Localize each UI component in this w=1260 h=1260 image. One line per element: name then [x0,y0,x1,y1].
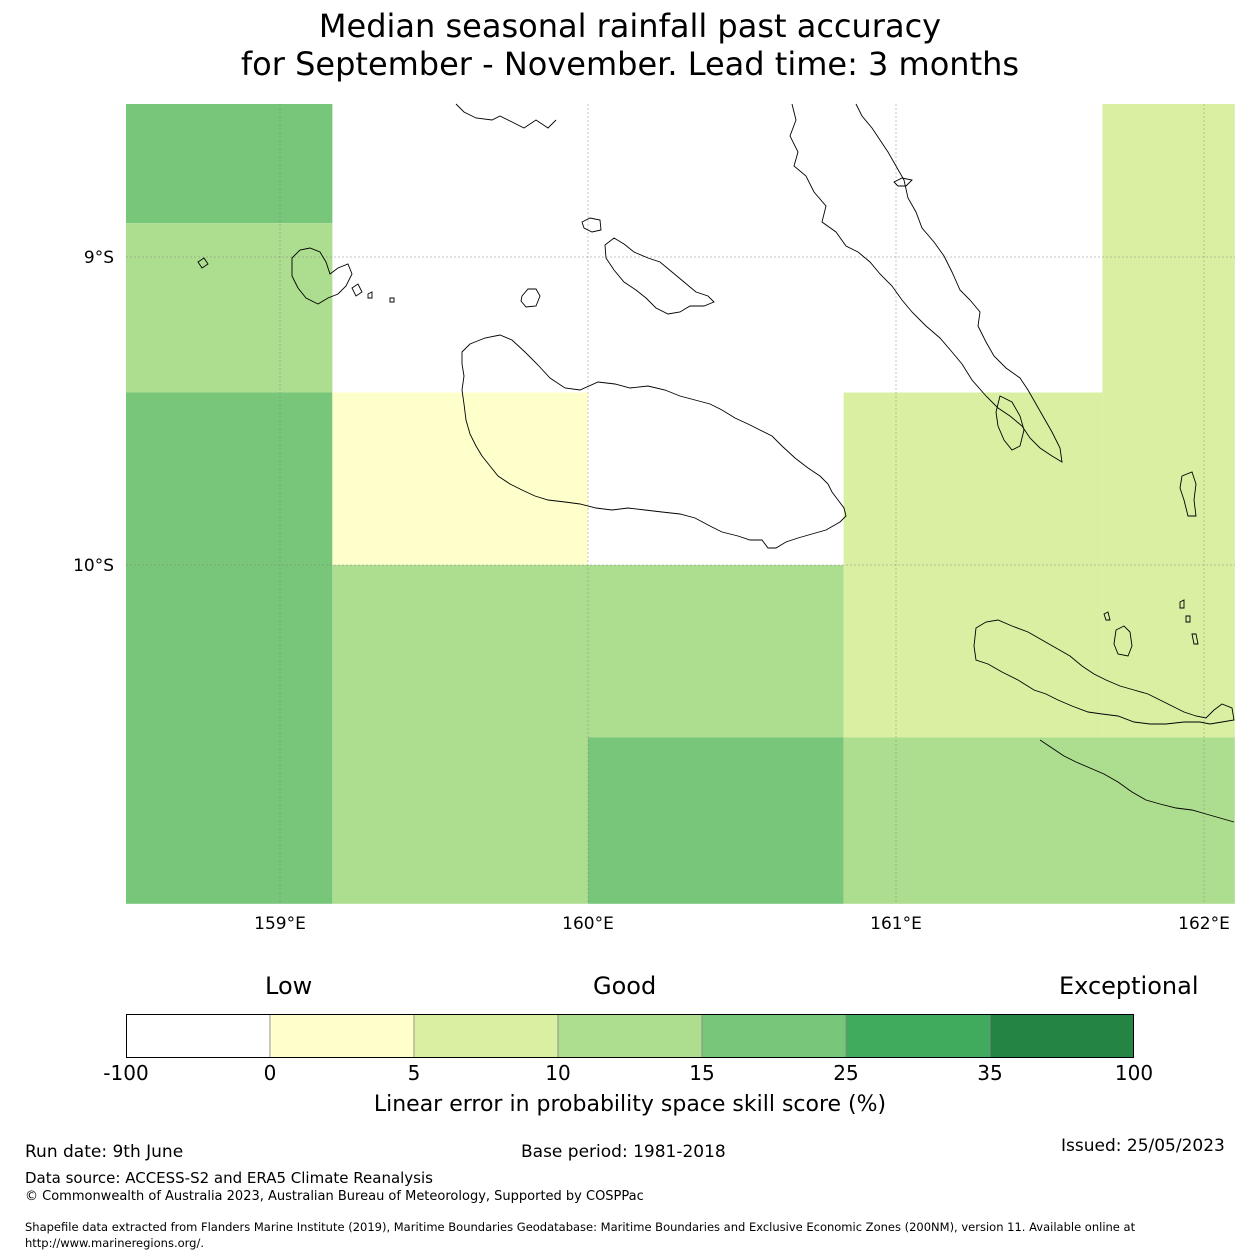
colorbar-bin [269,1014,415,1058]
map-title-line-1: Median seasonal rainfall past accuracy [318,7,942,45]
map-title-line-2: for September - November. Lead time: 3 m… [240,45,1020,83]
skill-cell [126,104,333,224]
skill-cell [843,737,1235,904]
skill-cell [1102,104,1235,738]
colorbar-bin [413,1014,559,1058]
islet [367,291,373,299]
coastlines [197,103,1235,823]
islet [1103,611,1111,621]
maramasike-island [995,395,1025,451]
longitude-label: 159°E [254,914,306,934]
colorbar-tick-label: 15 [689,1061,715,1085]
islet [1179,599,1185,609]
shapefile-credit-line-2: http://www.marineregions.org/. [25,1236,204,1250]
colorbar-exceptional-label: Exceptional [1059,972,1199,1000]
guadalcanal-island [461,334,847,549]
islet [1191,633,1199,645]
colorbar-label: Linear error in probability space skill … [373,1092,887,1117]
base-period: Base period: 1981-2018 [521,1142,726,1162]
islet [389,297,395,303]
graticule [126,104,1235,904]
rennell-coast [1039,739,1235,823]
latitude-label: 10°S [73,556,114,576]
latitude-labels: 9°S 10°S [73,248,114,576]
islet [351,283,363,297]
skill-cell [588,565,844,738]
colorbar-outline [126,1014,1134,1058]
islet [197,257,209,269]
colorbar-bin [845,1014,991,1058]
islet [893,177,913,187]
shapefile-credit-line-1: Shapefile data extracted from Flanders M… [25,1220,1136,1234]
colorbar [126,1014,1134,1058]
colorbar-bin [701,1014,847,1058]
skill-cell [332,392,588,565]
colorbar-bin [989,1014,1134,1058]
colorbar-tick-label: -100 [103,1061,149,1085]
longitude-label: 162°E [1178,914,1230,934]
colorbar-tick-label: 100 [1114,1061,1154,1085]
colorbar-tick-label: 25 [833,1061,859,1085]
makira-island [973,619,1235,725]
skill-cell [126,392,333,904]
islet [1113,625,1133,657]
longitude-label: 160°E [562,914,614,934]
santa-isabel-tip [455,103,557,129]
skill-cell [126,223,333,393]
colorbar-low-label: Low [265,972,313,1000]
nggela-islands [604,237,715,315]
colorbar-good-label: Good [593,972,657,1000]
malaita-island [789,103,1063,463]
colorbar-bin [557,1014,703,1058]
colorbar-tick-label: 5 [407,1061,421,1085]
rainfall-skill-map: 9°S 10°S 159°E 160°E 161°E 162°E [73,103,1235,934]
colorbar-tick-label: 0 [263,1061,277,1085]
colorbar-tick-label: 35 [977,1061,1003,1085]
colorbar-tick-label: 10 [545,1061,571,1085]
skill-cell [588,737,844,904]
islet [581,217,602,233]
western-islands [291,247,353,305]
run-date: Run date: 9th June [25,1142,184,1162]
skill-grid-cells [126,104,1235,904]
skill-cell [332,565,588,904]
colorbar-bin [126,1014,271,1058]
longitude-labels: 159°E 160°E 161°E 162°E [254,914,1230,934]
data-source: Data source: ACCESS-S2 and ERA5 Climate … [25,1169,433,1187]
issued-date: Issued: 25/05/2023 [1061,1136,1225,1156]
islet [1185,615,1191,623]
copyright: © Commonwealth of Australia 2023, Austra… [25,1189,644,1204]
longitude-label: 161°E [870,914,922,934]
latitude-label: 9°S [84,248,114,268]
islet [1179,471,1197,517]
savo-island [520,288,541,308]
skill-cell [843,392,1103,738]
